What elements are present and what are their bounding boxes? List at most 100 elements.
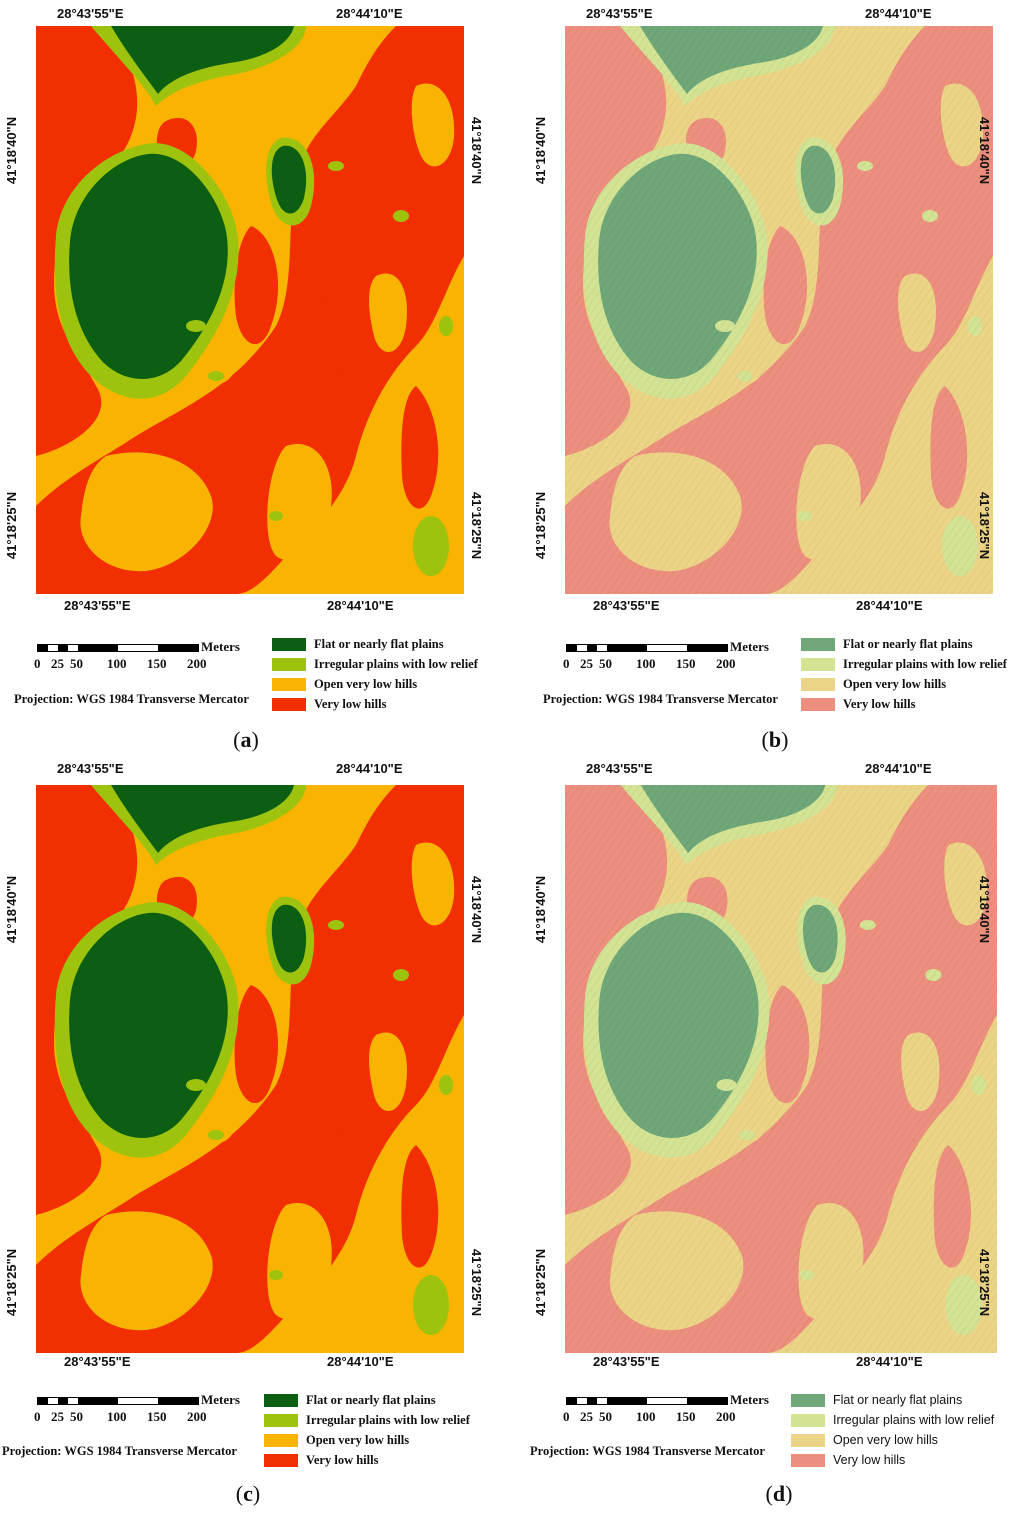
scale-bar	[566, 1397, 728, 1405]
lat-label-left-bottom: 41°18'25"N	[533, 491, 549, 560]
scale-tick-0: 0	[34, 1409, 41, 1424]
legend-item-irregular-plains: Irregular plains with low relief	[791, 1410, 994, 1430]
scale-tick-200: 200	[187, 1409, 207, 1424]
scale-bar	[37, 644, 199, 652]
legend-swatch	[791, 1393, 825, 1407]
very-low-hills-area-3	[234, 226, 279, 345]
legend-item-open-very-low-hills: Open very low hills	[791, 1430, 938, 1450]
scale-tick-50: 50	[70, 656, 83, 671]
panel-caption: (a)	[233, 727, 259, 752]
legend-swatch	[801, 697, 835, 711]
legend-item-open-very-low-hills: Open very low hills	[801, 674, 946, 694]
irregular-plains-patch-1	[208, 371, 224, 381]
hillshade-overlay	[565, 26, 993, 594]
flat-plains-area-2	[271, 904, 307, 973]
open-hills-patch-1	[267, 1203, 332, 1320]
caption-letter: c	[243, 1481, 253, 1506]
lat-label-left-bottom: 41°18'25"N	[4, 491, 20, 560]
legend-label: Open very low hills	[314, 676, 418, 691]
projection-note: Projection: WGS 1984 Transverse Mercator	[2, 1444, 237, 1458]
open-hills-patch-1	[267, 444, 332, 561]
legend-swatch	[272, 637, 306, 651]
legend-swatch	[791, 1433, 825, 1447]
legend-item-very-low-hills: Very low hills	[264, 1450, 378, 1470]
legend-swatch	[791, 1453, 825, 1467]
legend-label: Flat or nearly flat plains	[314, 636, 444, 651]
terrain-classification-map	[36, 26, 464, 594]
legend-item-open-very-low-hills: Open very low hills	[272, 674, 417, 694]
lon-label-bottom-left: 28°43'55"E	[593, 598, 660, 613]
scale-tick-150: 150	[676, 1409, 696, 1424]
lat-label-right-bottom: 41°18'25"N	[469, 1248, 485, 1317]
lat-label-right-top: 41°18'40"N	[469, 875, 485, 944]
legend-label: Open very low hills	[833, 1433, 938, 1447]
legend-swatch	[791, 1413, 825, 1427]
lat-label-right-bottom: 41°18'25"N	[977, 491, 993, 560]
scale-tick-50: 50	[599, 656, 612, 671]
map-panel-b: 28°43'55"E 28°44'10"E 41°18'40"N 41°18'2…	[529, 0, 1024, 757]
open-hills-patch-0	[80, 1211, 213, 1331]
legend-label: Open very low hills	[306, 1432, 410, 1447]
panel-caption: (d)	[765, 1481, 793, 1506]
scale-unit-label: Meters	[201, 639, 240, 654]
legend-label: Flat or nearly flat plains	[306, 1392, 436, 1407]
map-panel-a: 28°43'55"E 28°44'10"E 41°18'40"N 41°18'2…	[0, 0, 512, 757]
scale-tick-150: 150	[147, 1409, 167, 1424]
flat-plains-area-0	[111, 785, 294, 853]
caption-letter: a	[240, 727, 252, 752]
map-panel-c: 28°43'55"E 28°44'10"E 41°18'40"N 41°18'2…	[0, 757, 512, 1514]
lon-label-bottom-left: 28°43'55"E	[64, 598, 131, 613]
terrain-classification-map-hillshade	[565, 785, 997, 1353]
legend-label: Irregular plains with low relief	[843, 656, 1007, 671]
lat-label-right-top: 41°18'40"N	[469, 116, 485, 185]
legend-label: Irregular plains with low relief	[314, 656, 478, 671]
scale-tick-25: 25	[580, 656, 593, 671]
very-low-hills-area-1	[36, 26, 464, 594]
lon-label-top-left: 28°43'55"E	[586, 6, 653, 21]
irregular-plains-patch-0	[186, 1079, 206, 1091]
lon-label-bottom-right: 28°44'10"E	[856, 598, 923, 613]
legend-swatch	[264, 1453, 298, 1467]
legend-item-irregular-plains: Irregular plains with low relief	[264, 1410, 470, 1430]
irregular-plains-patch-5	[393, 210, 409, 222]
very-low-hills-area-3	[234, 985, 279, 1104]
very-low-hills-area-4	[322, 985, 359, 1134]
legend-item-irregular-plains: Irregular plains with low relief	[272, 654, 478, 674]
map-canvas	[36, 785, 464, 1353]
map-canvas	[565, 785, 997, 1353]
caption-letter: b	[768, 727, 782, 752]
legend-label: Open very low hills	[843, 676, 947, 691]
lat-label-left-top: 41°18'40"N	[4, 116, 20, 185]
irregular-plains-patch-5	[393, 969, 409, 981]
irregular-plains-patch-0	[186, 320, 206, 332]
very-low-hills-area-1	[36, 785, 464, 1353]
legend-swatch	[272, 657, 306, 671]
scale-tick-0: 0	[563, 1409, 570, 1424]
lat-label-left-top: 41°18'40"N	[533, 875, 549, 944]
very-low-hills-area-0	[36, 785, 138, 1215]
scale-tick-50: 50	[70, 1409, 83, 1424]
scale-tick-25: 25	[51, 656, 64, 671]
scale-tick-100: 100	[107, 656, 127, 671]
map-canvas	[36, 26, 464, 594]
legend-label: Flat or nearly flat plains	[833, 1393, 963, 1407]
lon-label-bottom-left: 28°43'55"E	[593, 1354, 660, 1369]
projection-note: Projection: WGS 1984 Transverse Mercator	[543, 692, 778, 706]
open-hills-patch-3	[411, 842, 455, 926]
scale-tick-0: 0	[34, 656, 41, 671]
legend-swatch	[801, 637, 835, 651]
open-hills-patch-0	[80, 452, 213, 572]
panel-caption: (b)	[761, 727, 789, 752]
lon-label-top-left: 28°43'55"E	[57, 6, 124, 21]
lon-label-bottom-right: 28°44'10"E	[327, 598, 394, 613]
lat-label-left-top: 41°18'40"N	[4, 875, 20, 944]
legend-swatch	[801, 657, 835, 671]
legend-item-flat-plains: Flat or nearly flat plains	[801, 634, 973, 654]
open-hills-patch-2	[369, 1032, 407, 1112]
scale-tick-150: 150	[676, 656, 696, 671]
terrain-classification-map-hillshade	[565, 26, 993, 594]
scale-tick-150: 150	[147, 656, 167, 671]
lat-label-left-bottom: 41°18'25"N	[4, 1248, 20, 1317]
legend-swatch	[272, 677, 306, 691]
lon-label-bottom-right: 28°44'10"E	[327, 1354, 394, 1369]
